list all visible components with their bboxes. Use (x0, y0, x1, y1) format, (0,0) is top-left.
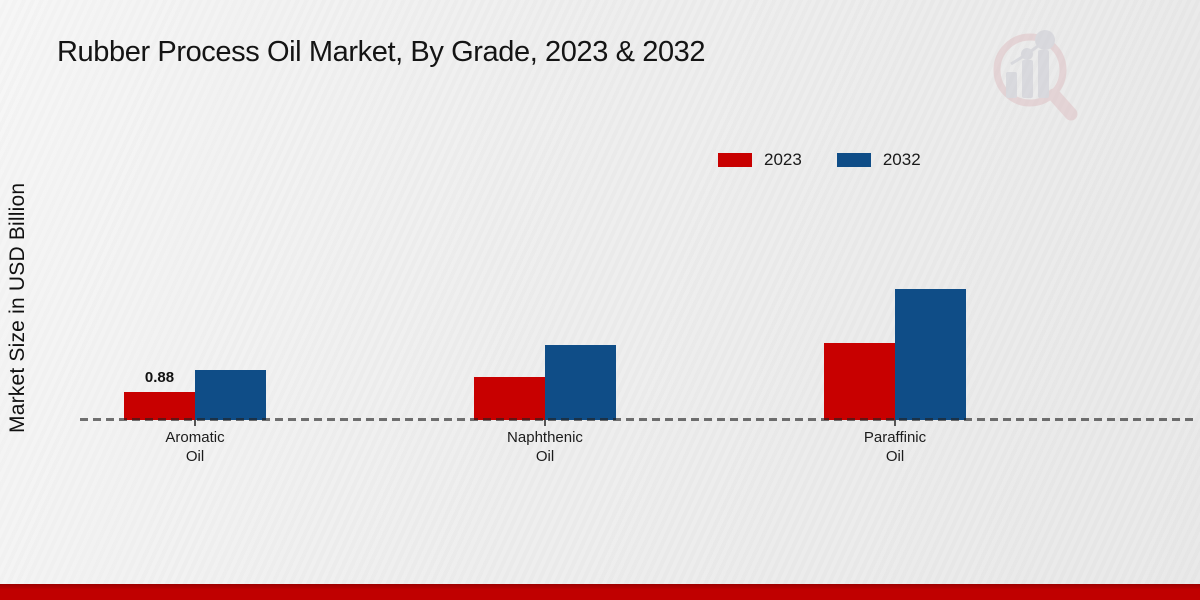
x-axis-baseline (80, 418, 1196, 421)
legend-item-2032: 2032 (836, 150, 921, 170)
category-label: Aromatic Oil (165, 429, 225, 465)
legend-item-2023: 2023 (718, 150, 802, 170)
chart-title: Rubber Process Oil Market, By Grade, 202… (57, 36, 706, 68)
legend: 2023 2032 (718, 150, 921, 170)
bar-2023-cat1 (474, 377, 545, 420)
bar-2032-cat0 (195, 370, 266, 420)
legend-swatch (836, 153, 871, 167)
x-axis-tick (544, 420, 546, 426)
bar-2032-cat1 (545, 345, 616, 420)
legend-label: 2032 (882, 150, 921, 169)
footer-red-bar (0, 584, 1200, 600)
category-label: Paraffinic Oil (863, 429, 927, 465)
legend-swatch (718, 153, 752, 167)
x-axis-tick (194, 420, 196, 426)
magnifier-bar-chart-logo-icon (993, 30, 1078, 121)
bar-2023-cat0 (124, 392, 195, 420)
bar-2032-cat2 (895, 289, 966, 420)
legend-label: 2023 (764, 150, 802, 169)
x-axis-tick (894, 420, 896, 426)
category-label: Naphthenic Oil (507, 429, 583, 465)
bar-2023-cat2 (824, 343, 895, 420)
bar-value-label: 0.88 (144, 369, 175, 386)
